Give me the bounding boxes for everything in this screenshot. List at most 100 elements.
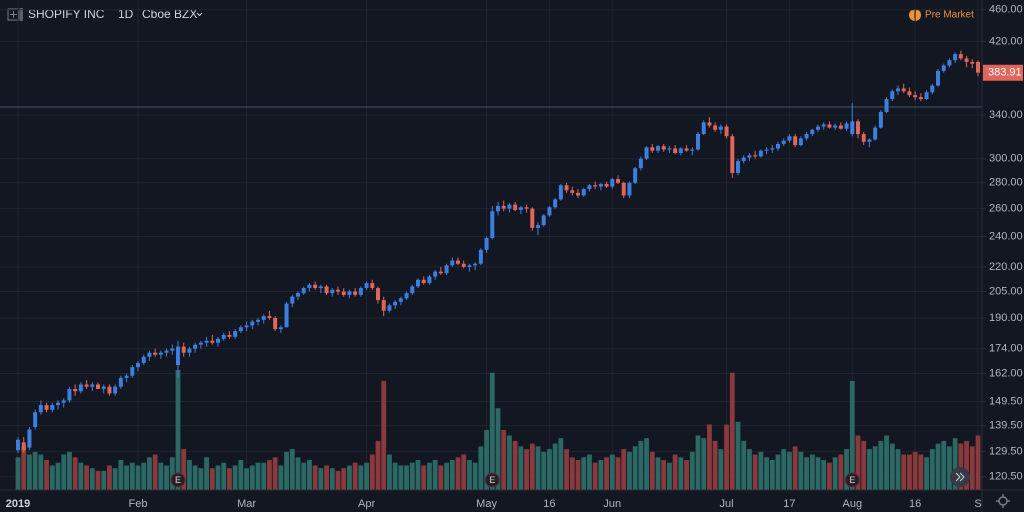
volume-bar bbox=[804, 457, 809, 490]
interval[interactable]: 1D bbox=[118, 7, 134, 21]
candle-body bbox=[696, 134, 700, 150]
volume-bar bbox=[832, 457, 838, 490]
candle-body bbox=[867, 139, 872, 142]
candle-body bbox=[284, 303, 289, 328]
volume-bar bbox=[55, 462, 61, 490]
candle-body bbox=[227, 334, 232, 337]
volume-bar bbox=[741, 440, 747, 490]
candle-body bbox=[267, 316, 272, 318]
candle-body bbox=[776, 143, 780, 149]
candle-body bbox=[101, 386, 106, 389]
x-tick-label: 17 bbox=[783, 498, 795, 510]
exchange[interactable]: Cboe BZX bbox=[142, 7, 197, 21]
candle-body bbox=[67, 388, 72, 401]
volume-bar bbox=[78, 462, 84, 490]
candle-body bbox=[130, 367, 135, 376]
volume-bar bbox=[969, 446, 975, 490]
candle-body bbox=[810, 129, 815, 135]
volume-bar bbox=[21, 446, 27, 490]
candle-body bbox=[570, 190, 575, 193]
volume-bar bbox=[352, 462, 358, 490]
volume-bar bbox=[278, 465, 284, 490]
volume-bar bbox=[461, 454, 467, 490]
y-tick-label: 162.00 bbox=[989, 367, 1023, 379]
candle-body bbox=[27, 429, 32, 448]
volume-bar bbox=[221, 462, 227, 490]
candle-body bbox=[890, 91, 895, 100]
symbol[interactable]: SHOPIFY INC bbox=[28, 7, 105, 21]
candle-body bbox=[816, 126, 820, 130]
candle-body bbox=[713, 125, 718, 130]
volume-bar bbox=[729, 372, 735, 490]
volume-bar bbox=[467, 460, 472, 490]
candle-body bbox=[256, 319, 260, 322]
volume-bar bbox=[649, 451, 655, 490]
volume-bar bbox=[941, 440, 947, 490]
volume-bar bbox=[215, 465, 221, 490]
earnings-marker[interactable] bbox=[844, 472, 860, 488]
candle-body bbox=[78, 384, 83, 392]
volume-bar bbox=[187, 460, 192, 490]
volume-bar bbox=[284, 451, 289, 490]
candle-body bbox=[707, 122, 712, 126]
volume-bar bbox=[889, 443, 895, 490]
volume-bar bbox=[518, 446, 524, 490]
candle-body bbox=[604, 184, 609, 187]
candle-body bbox=[187, 348, 192, 353]
candle-body bbox=[313, 284, 318, 289]
volume-bar bbox=[15, 457, 21, 490]
volume-bar bbox=[244, 468, 249, 490]
candle-body bbox=[238, 327, 243, 332]
volume-bar bbox=[815, 457, 821, 490]
volume-bar bbox=[735, 421, 741, 490]
x-tick-label: Mar bbox=[237, 498, 256, 510]
session: Pre Market bbox=[925, 10, 974, 21]
volume-bar bbox=[198, 468, 204, 490]
volume-bar bbox=[541, 451, 547, 490]
volume-bar bbox=[569, 457, 575, 490]
candle-body bbox=[598, 184, 603, 187]
volume-bar bbox=[329, 468, 335, 490]
candle-body bbox=[884, 99, 889, 113]
y-tick-label: 300.00 bbox=[989, 153, 1023, 165]
volume-bar bbox=[404, 465, 409, 490]
volume-bar bbox=[724, 424, 729, 490]
volume-bar bbox=[169, 457, 175, 490]
candle-body bbox=[261, 316, 266, 320]
scroll-button-icon bbox=[955, 472, 965, 482]
candle-body bbox=[444, 265, 449, 274]
volume-bar bbox=[958, 443, 964, 490]
x-tick-label: 16 bbox=[543, 498, 555, 510]
volume-bar bbox=[621, 449, 627, 490]
volume-bar bbox=[84, 465, 89, 490]
volume-bar bbox=[484, 430, 489, 490]
volume-bar bbox=[684, 460, 689, 490]
candle-body bbox=[176, 346, 180, 366]
candle-body bbox=[387, 305, 392, 311]
candle-body bbox=[861, 134, 866, 142]
candle-body bbox=[278, 327, 283, 330]
candle-body bbox=[873, 127, 878, 140]
x-tick-label: 2019 bbox=[6, 498, 30, 510]
volume-bar bbox=[947, 446, 952, 490]
volume-bar bbox=[752, 454, 758, 490]
expand-icon[interactable] bbox=[7, 8, 20, 21]
exchange-dropdown[interactable] bbox=[196, 12, 203, 17]
candle-body bbox=[433, 271, 438, 277]
candle-body bbox=[164, 350, 169, 353]
volume-bar bbox=[507, 435, 512, 490]
earnings-marker[interactable] bbox=[484, 472, 500, 488]
candle-body bbox=[393, 301, 398, 306]
volume-bar bbox=[32, 451, 38, 490]
candle-body bbox=[421, 279, 426, 284]
candle-body bbox=[930, 85, 935, 93]
scroll-button[interactable] bbox=[950, 467, 970, 487]
y-tick-label: 260.00 bbox=[989, 203, 1023, 215]
volume-bar bbox=[598, 460, 604, 490]
settings-button[interactable] bbox=[996, 494, 1010, 508]
volume-bar bbox=[375, 440, 381, 490]
volume-bar bbox=[918, 454, 924, 490]
candle-body bbox=[964, 58, 969, 62]
earnings-marker[interactable] bbox=[170, 472, 186, 488]
